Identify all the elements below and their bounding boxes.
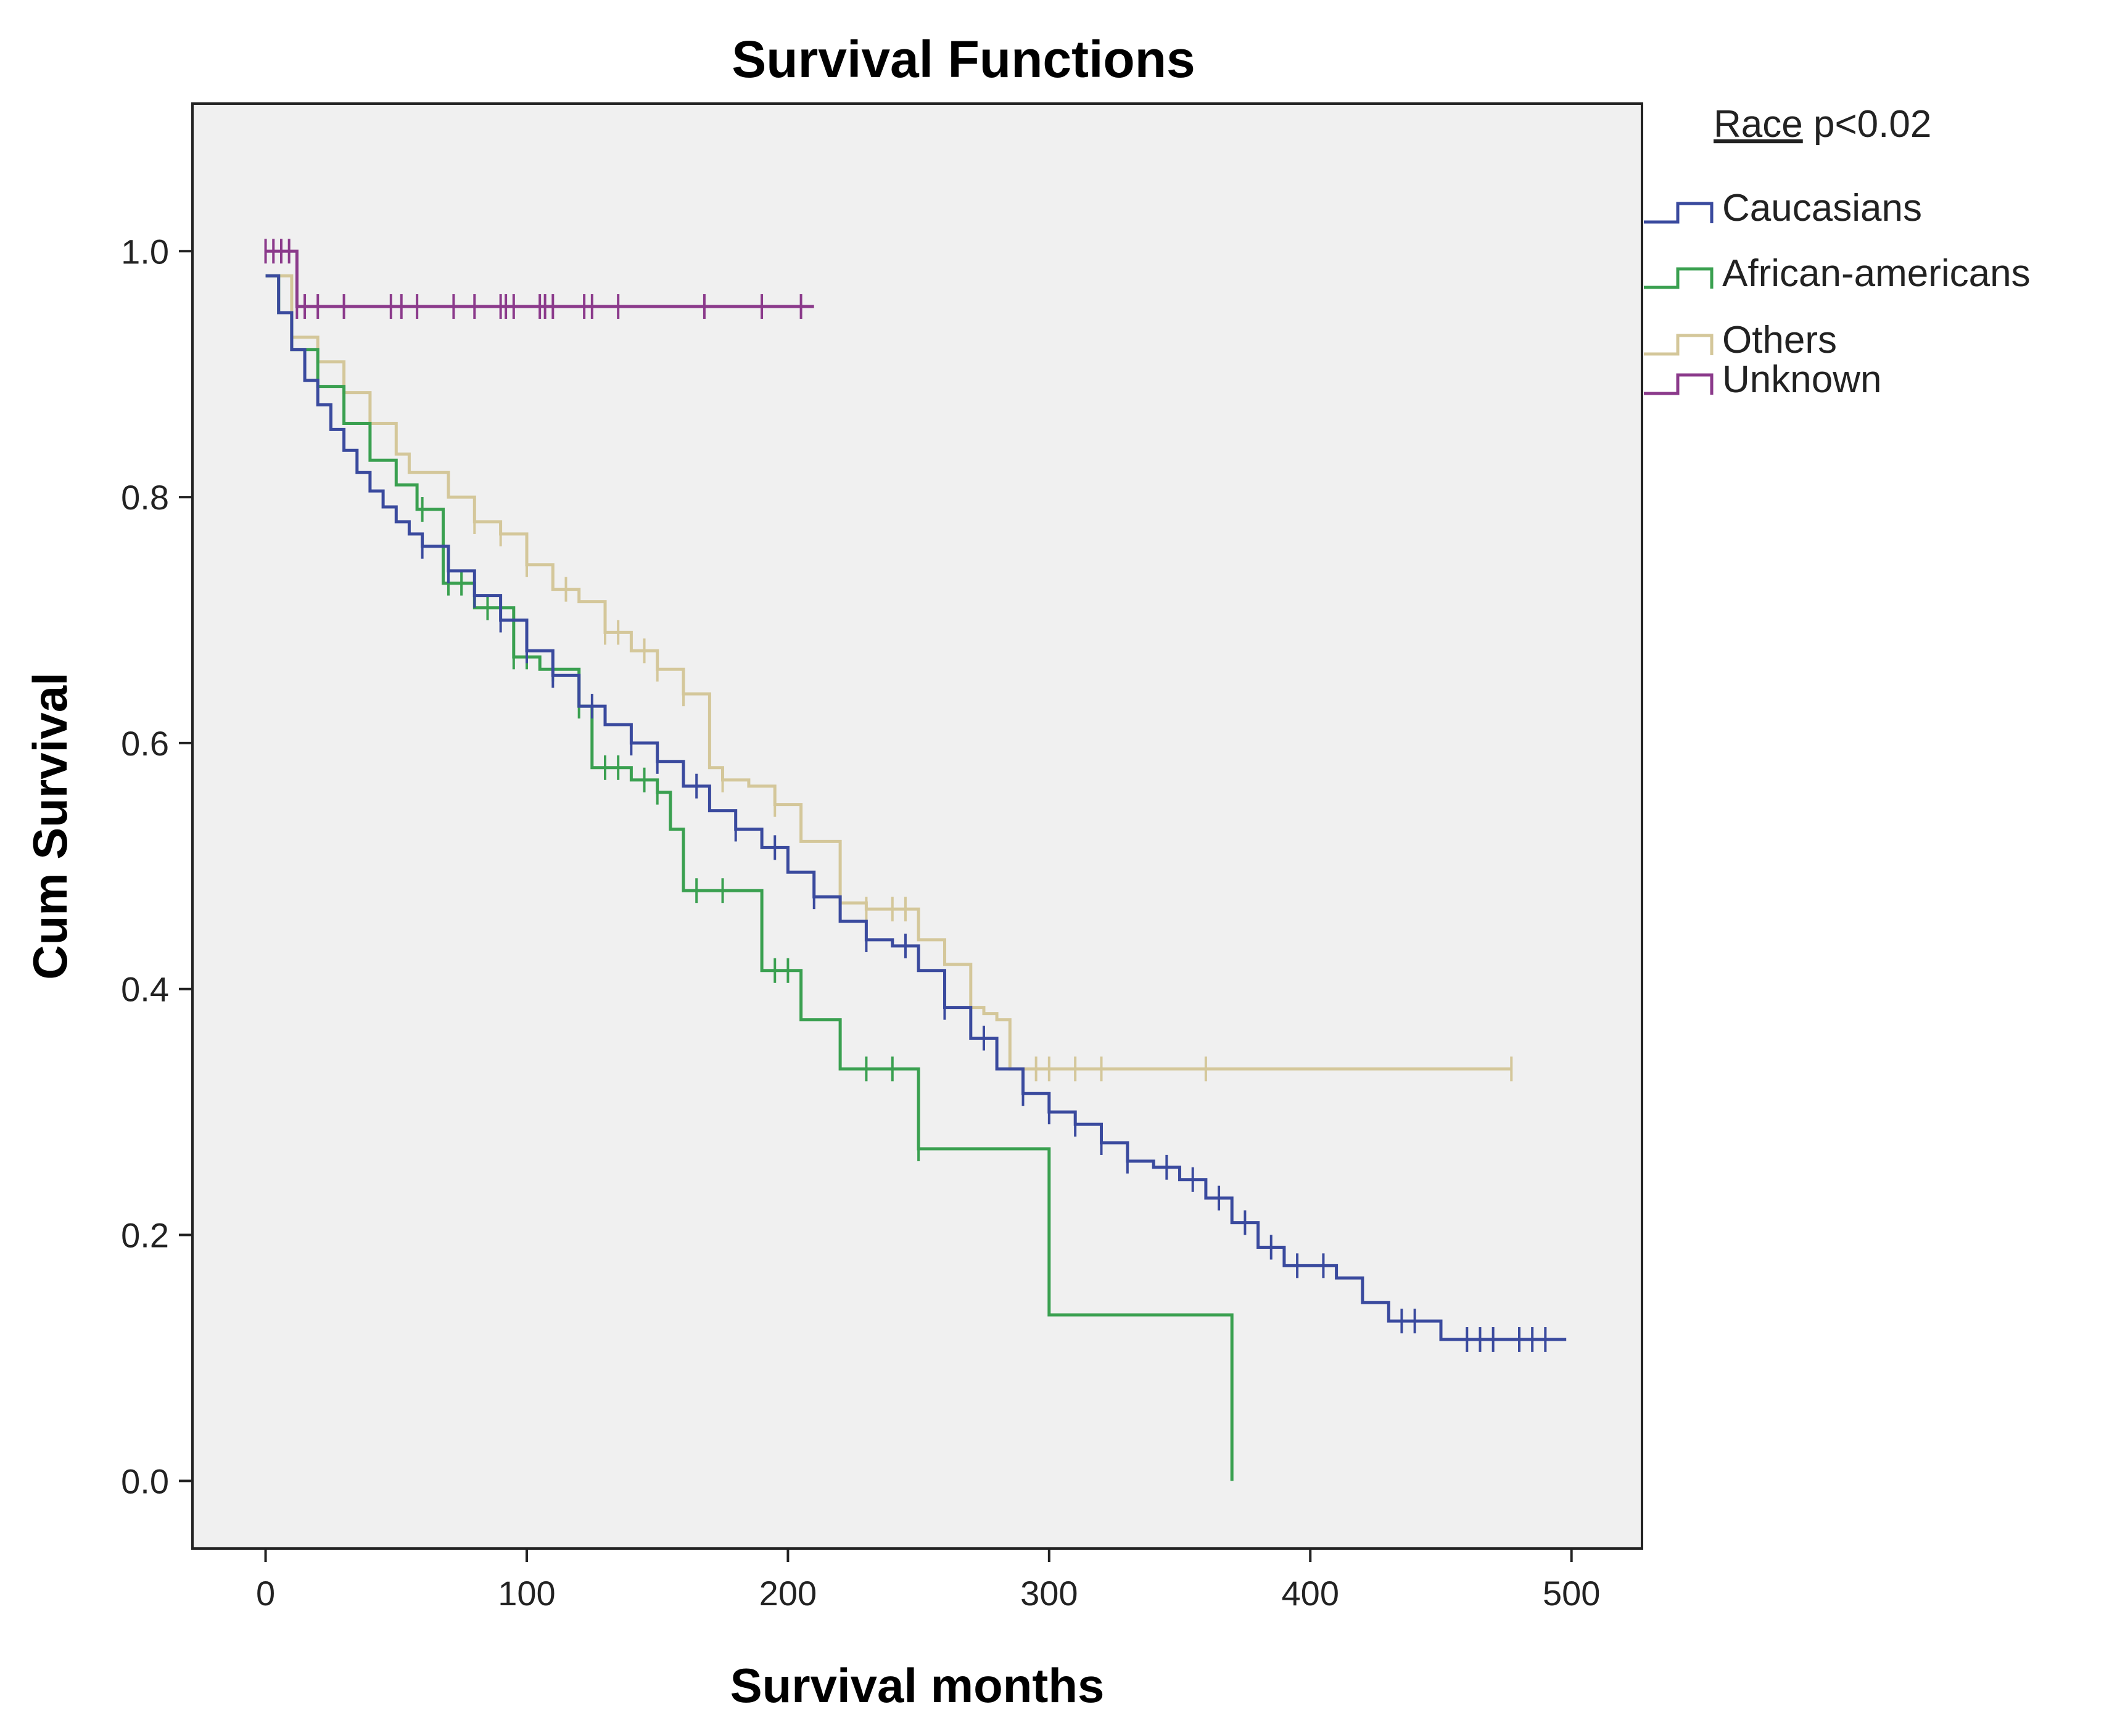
series-line (265, 274, 1512, 1071)
y-tick-label: 0.0 (121, 1462, 169, 1500)
legend-title: Race p<0.02 (1714, 103, 1931, 146)
chart-title: Survival Functions (732, 30, 1195, 88)
series-unknown (264, 239, 814, 319)
y-tick-label: 1.0 (121, 232, 169, 271)
y-tick-label: 0.2 (121, 1216, 169, 1255)
plot-area (191, 102, 1643, 1550)
legend-item: Caucasians (1644, 187, 1922, 229)
x-tick-label: 100 (498, 1574, 555, 1613)
legend-item: African-americans (1644, 252, 2031, 295)
y-tick-label: 0.8 (121, 478, 169, 517)
y-axis-title: Cum Survival (23, 672, 77, 980)
x-axis-title: Survival months (730, 1658, 1105, 1713)
series-layer (264, 239, 1567, 1481)
y-tick-label: 0.4 (121, 970, 169, 1009)
legend-swatch (1644, 267, 1714, 289)
legend-swatch (1644, 334, 1714, 356)
legend-item: Unknown (1644, 358, 1881, 401)
series-line (265, 274, 1234, 1481)
legend-label: African-americans (1722, 252, 2031, 295)
legend-title-pvalue: p<0.02 (1803, 103, 1932, 146)
x-tick-label: 300 (1020, 1574, 1078, 1613)
legend-swatch (1644, 373, 1714, 395)
legend-label: Unknown (1722, 358, 1881, 401)
x-axis-ticks: 0 100 200 300 400 500 (256, 1549, 1600, 1613)
y-axis-ticks: 0.0 0.2 0.4 0.6 0.8 1.0 (121, 232, 192, 1500)
x-tick-label: 500 (1543, 1574, 1600, 1613)
legend-label: Caucasians (1722, 187, 1922, 229)
x-tick-label: 200 (759, 1574, 817, 1613)
series-others (265, 274, 1513, 1082)
series-african-americans (265, 274, 1234, 1481)
legend-label: Others (1722, 319, 1837, 361)
x-tick-label: 0 (256, 1574, 275, 1613)
series-caucasians (265, 274, 1567, 1352)
legend-item: Others (1644, 319, 1837, 361)
series-line (265, 274, 1567, 1341)
legend: Race p<0.02 Caucasians African-americans O… (1644, 103, 2031, 401)
x-tick-label: 400 (1282, 1574, 1339, 1613)
y-tick-label: 0.6 (121, 724, 169, 763)
legend-title-race: Race (1714, 103, 1803, 146)
legend-swatch (1644, 202, 1714, 224)
